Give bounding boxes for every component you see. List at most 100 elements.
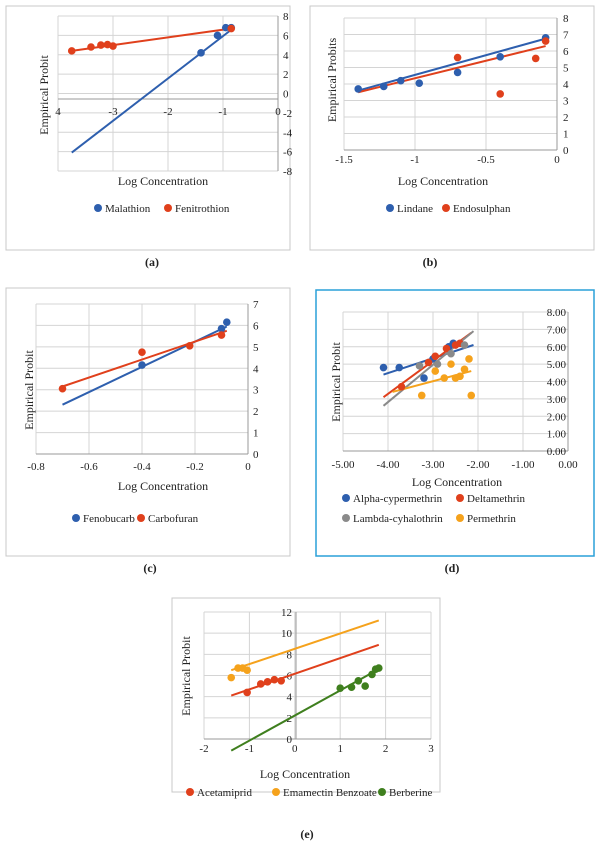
trendline-endosulphan — [357, 45, 546, 94]
chart-e: -2-10123121086420Log ConcentrationEmpiri… — [171, 597, 441, 799]
y-tick-label: 8.00 — [547, 307, 567, 319]
legend-marker — [164, 204, 172, 212]
y-tick-label: 2 — [563, 112, 569, 124]
y-tick-label: 6 — [253, 320, 259, 332]
y-axis-title: Empirical Probits — [325, 38, 339, 123]
y-tick-label: 6 — [283, 30, 289, 42]
legend-label: Acetamiprid — [197, 787, 252, 799]
data-point-permethrin — [440, 374, 449, 382]
data-point-endosulphan — [531, 54, 540, 63]
y-tick-label: 0.00 — [547, 446, 567, 458]
chart-caption: (a) — [145, 255, 159, 269]
data-point-fenitrothion — [109, 42, 117, 50]
x-tick-label: 1 — [337, 743, 343, 755]
data-point-berberine — [354, 676, 363, 685]
x-tick-label: -1 — [245, 743, 254, 755]
legend-marker — [186, 788, 194, 796]
data-point-acetamiprid — [263, 678, 272, 686]
x-tick-label: -0.4 — [133, 461, 151, 473]
y-tick-label: 5 — [253, 342, 259, 354]
data-point-carbofuran — [185, 341, 194, 350]
data-point-malathion — [213, 31, 222, 40]
y-tick-label: 8 — [563, 13, 569, 25]
y-tick-label: 6 — [563, 46, 569, 58]
x-tick-label: 0.00 — [558, 459, 578, 471]
data-point-fenobucarb — [223, 318, 231, 327]
chart-frame — [309, 5, 595, 251]
legend-marker — [342, 494, 350, 502]
chart-frame — [171, 597, 441, 793]
data-point-berberine — [347, 683, 356, 691]
x-tick-label: -2.00 — [467, 459, 490, 471]
legend-label: Lindane — [397, 203, 433, 215]
data-point-acetamiprid — [277, 676, 285, 685]
legend-marker — [94, 204, 102, 212]
data-point-deltamethrin — [397, 382, 406, 391]
data-point-endosulphan — [496, 90, 505, 98]
data-point-fenobucarb — [217, 324, 226, 333]
data-point-berberine — [361, 682, 369, 690]
data-point-lindane — [496, 52, 505, 61]
y-tick-label: -2 — [283, 108, 292, 120]
y-tick-label: 7.00 — [547, 324, 567, 336]
x-tick-label: -0.2 — [186, 461, 203, 473]
x-tick-label: -4.00 — [377, 459, 400, 471]
data-point-lindane — [379, 82, 388, 91]
data-point-acetamiprid — [270, 675, 279, 684]
legend: Alpha-cypermethrin Deltamethrin Lambda-cyh… — [342, 493, 526, 525]
data-point-endosulphan — [453, 53, 462, 62]
data-point-lindane — [397, 76, 405, 85]
legend-label: Fenitrothion — [175, 203, 230, 215]
legend-label: Berberine — [389, 787, 432, 799]
legend-label: Alpha-cypermethrin — [353, 493, 443, 505]
chart-frame — [315, 289, 595, 557]
x-tick-label: -3 — [108, 106, 118, 118]
legend-marker — [342, 514, 350, 522]
y-tick-label: 0 — [563, 145, 569, 157]
x-axis-title: Log Concentration — [118, 479, 208, 493]
x-tick-label: 0 — [292, 743, 298, 755]
legend-label: Carbofuran — [148, 513, 199, 525]
legend-marker — [378, 788, 386, 796]
x-tick-label: -1.00 — [512, 459, 535, 471]
data-point-carbofuran — [138, 348, 146, 357]
trendline-berberine — [230, 668, 380, 752]
y-tick-label: 2.00 — [547, 411, 567, 423]
data-point-permethrin — [456, 372, 464, 381]
x-tick-label: -3.00 — [422, 459, 445, 471]
data-point-fenitrothion — [67, 47, 76, 55]
data-point-lambda-cyhalothrin — [447, 349, 455, 358]
y-tick-label: 7 — [253, 299, 259, 311]
legend-label: Endosulphan — [453, 203, 511, 215]
legend: Malathion Fenitrothion — [94, 203, 230, 215]
x-axis-title: Log Concentration — [260, 767, 350, 781]
legend-marker — [456, 514, 464, 522]
x-tick-label: -5.00 — [332, 459, 355, 471]
data-point-lindane — [453, 68, 462, 77]
data-point-carbofuran — [217, 331, 226, 339]
y-tick-label: 4 — [287, 692, 293, 704]
data-point-permethrin — [467, 391, 476, 400]
legend: Lindane Endosulphan — [386, 203, 511, 215]
data-point-deltamethrin — [424, 358, 433, 367]
legend-marker — [442, 204, 450, 212]
legend-label: Fenobucarb — [83, 513, 135, 525]
y-tick-label: 1 — [253, 428, 259, 440]
y-tick-label: 8 — [287, 649, 293, 661]
data-point-acetamiprid — [256, 680, 265, 688]
x-tick-label: -1 — [218, 106, 227, 118]
trendline-lindane — [357, 37, 546, 92]
data-point-acetamiprid — [243, 688, 251, 697]
x-axis-title: Log Concentration — [412, 475, 502, 489]
y-tick-label: 3 — [253, 385, 259, 397]
legend-marker — [72, 514, 80, 522]
x-axis-title: Log Concentration — [398, 174, 488, 188]
legend-marker — [456, 494, 464, 502]
y-tick-label: 8 — [283, 11, 289, 23]
data-point-permethrin — [460, 365, 469, 374]
legend-marker — [386, 204, 394, 212]
x-tick-label: 0 — [245, 461, 251, 473]
data-point-carbofuran — [58, 384, 67, 393]
data-point-alpha-cypermethrin — [379, 363, 388, 372]
